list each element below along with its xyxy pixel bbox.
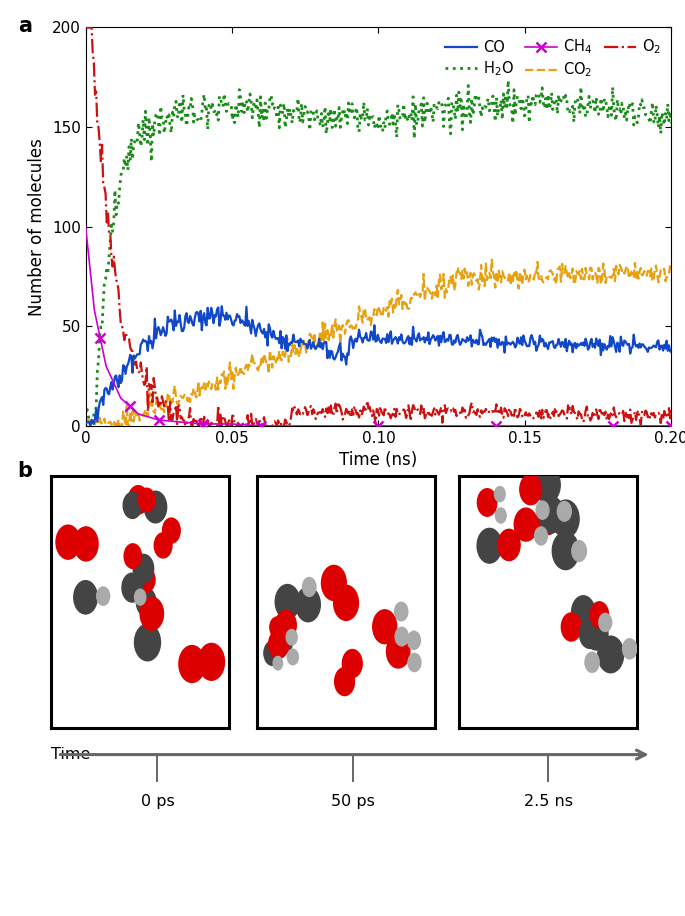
Circle shape — [137, 567, 155, 593]
Circle shape — [535, 467, 560, 503]
Circle shape — [264, 641, 282, 665]
Circle shape — [553, 500, 579, 538]
Circle shape — [74, 527, 98, 561]
Text: a: a — [18, 16, 32, 36]
Circle shape — [342, 649, 362, 678]
Circle shape — [495, 486, 505, 502]
Circle shape — [498, 529, 520, 561]
Text: 2.5 ns: 2.5 ns — [524, 794, 573, 809]
Circle shape — [162, 518, 180, 543]
Circle shape — [97, 587, 110, 605]
Y-axis label: Number of molecules: Number of molecules — [28, 137, 47, 316]
Text: b: b — [17, 461, 32, 481]
Circle shape — [558, 501, 571, 521]
Circle shape — [124, 544, 142, 569]
Circle shape — [395, 602, 408, 621]
Circle shape — [145, 491, 166, 523]
Circle shape — [536, 503, 559, 535]
Circle shape — [552, 532, 579, 570]
Circle shape — [321, 565, 347, 601]
Circle shape — [572, 540, 586, 562]
Circle shape — [134, 589, 146, 605]
Circle shape — [495, 508, 506, 523]
Circle shape — [275, 628, 293, 653]
X-axis label: Time (ns): Time (ns) — [339, 452, 418, 469]
Circle shape — [334, 585, 358, 620]
Circle shape — [303, 577, 316, 596]
Circle shape — [269, 630, 289, 659]
Circle shape — [335, 668, 355, 695]
Circle shape — [408, 653, 421, 671]
Circle shape — [270, 617, 284, 638]
Circle shape — [623, 638, 637, 659]
Circle shape — [128, 485, 149, 514]
Circle shape — [580, 619, 600, 649]
Circle shape — [133, 554, 153, 583]
Circle shape — [571, 595, 595, 628]
Circle shape — [154, 533, 172, 558]
Circle shape — [140, 597, 164, 630]
Circle shape — [386, 635, 410, 668]
Circle shape — [286, 629, 297, 645]
Circle shape — [287, 649, 299, 665]
Circle shape — [561, 613, 581, 641]
Circle shape — [599, 614, 612, 631]
Circle shape — [536, 501, 549, 519]
Legend: CO, H$_2$O, CH$_4$, CO$_2$, O$_2$: CO, H$_2$O, CH$_4$, CO$_2$, O$_2$ — [442, 35, 664, 82]
Circle shape — [590, 602, 608, 628]
Circle shape — [275, 610, 297, 639]
Text: 0 ps: 0 ps — [140, 794, 175, 809]
Circle shape — [477, 529, 501, 563]
Text: Time: Time — [51, 747, 90, 762]
Circle shape — [56, 525, 80, 559]
Circle shape — [534, 527, 547, 545]
Circle shape — [179, 646, 205, 682]
Circle shape — [585, 652, 599, 672]
Circle shape — [136, 588, 156, 616]
Circle shape — [408, 631, 421, 649]
Circle shape — [514, 508, 538, 541]
Circle shape — [373, 610, 397, 644]
FancyArrowPatch shape — [60, 750, 645, 759]
Circle shape — [477, 489, 497, 517]
Circle shape — [539, 496, 564, 533]
Circle shape — [584, 617, 608, 650]
Circle shape — [138, 488, 155, 512]
Circle shape — [273, 657, 283, 670]
Circle shape — [598, 637, 623, 672]
Circle shape — [122, 573, 142, 602]
Circle shape — [134, 624, 160, 660]
Text: 50 ps: 50 ps — [331, 794, 375, 809]
Circle shape — [395, 627, 408, 646]
Circle shape — [275, 584, 299, 619]
Circle shape — [296, 587, 321, 622]
Circle shape — [74, 581, 97, 614]
Circle shape — [520, 474, 541, 505]
Circle shape — [199, 643, 225, 681]
Circle shape — [123, 492, 142, 518]
